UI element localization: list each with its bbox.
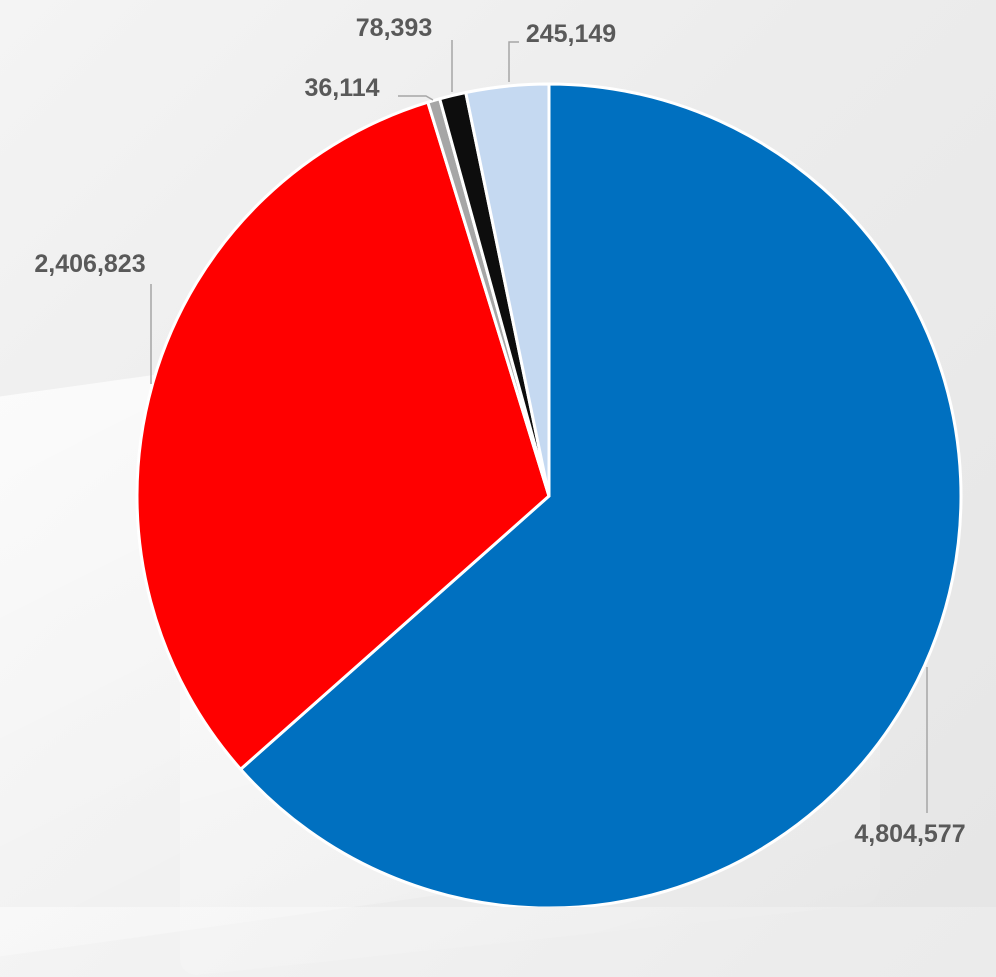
pie-slice — [464, 82, 551, 498]
pie-chart: 4,804,577 2,406,823 36,114 78,393 245,149 — [34, 14, 966, 907]
data-label: 245,149 — [526, 20, 616, 48]
leader-line — [398, 95, 434, 101]
data-label: 4,804,577 — [854, 820, 965, 848]
data-label: 36,114 — [304, 74, 379, 102]
data-labels: 4,804,577 2,406,823 36,114 78,393 245,149 — [34, 14, 965, 848]
pie-slices — [135, 82, 963, 907]
leader-lines — [150, 40, 928, 813]
data-label: 78,393 — [356, 14, 432, 42]
data-label: 2,406,823 — [34, 250, 145, 278]
pie-slice — [239, 82, 963, 907]
pie-slice — [135, 100, 551, 771]
leader-line — [508, 41, 519, 82]
